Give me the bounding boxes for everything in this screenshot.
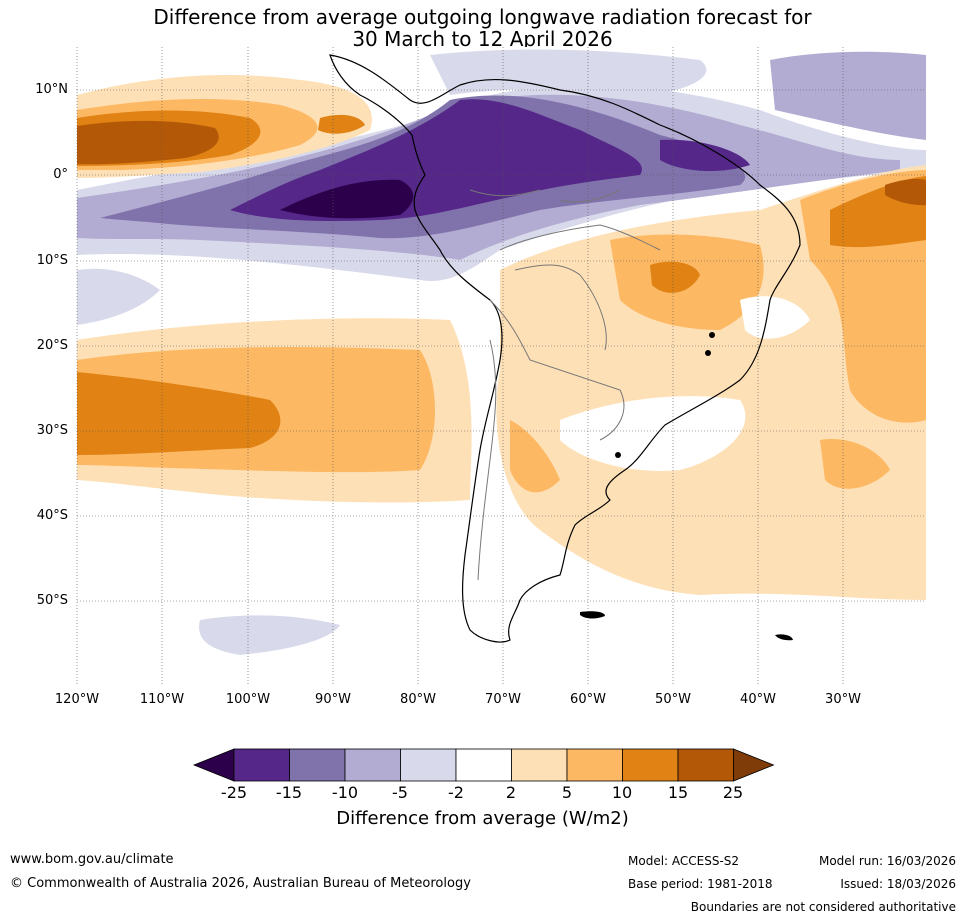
map-title-line1: Difference from average outgoing longwav…	[153, 5, 812, 29]
lon-label: 120°W	[54, 692, 100, 707]
colorbar-segment	[511, 748, 568, 782]
colorbar-tick: -25	[220, 783, 248, 802]
base-period: Base period: 1981-2018	[628, 877, 773, 891]
lon-label: 50°W	[655, 692, 691, 707]
negative-anomaly-region	[430, 49, 707, 95]
positive-anomaly-region	[650, 261, 700, 293]
colorbar-tick: 5	[561, 783, 573, 802]
colorbar-tick: 2	[505, 783, 517, 802]
colorbar-tick: -15	[275, 783, 303, 802]
positive-anomaly-region	[318, 114, 365, 134]
islands	[580, 332, 793, 641]
colorbar-tick: 15	[667, 783, 689, 802]
lat-label: 0°	[53, 167, 68, 182]
colorbar-arrow-high	[733, 748, 775, 782]
issued-date: Issued: 18/03/2026	[840, 877, 956, 891]
neutral-region	[560, 396, 746, 471]
colorbar-label: Difference from average (W/m2)	[336, 808, 629, 829]
colorbar-segment	[566, 748, 623, 782]
negative-anomaly-region	[199, 615, 340, 655]
positive-anomaly-region	[820, 439, 890, 489]
anomaly-field	[77, 47, 926, 685]
negative-anomaly-region	[660, 139, 750, 172]
lon-label: 80°W	[400, 692, 436, 707]
negative-anomaly-region	[770, 51, 926, 140]
colorbar-segment	[622, 748, 679, 782]
graticule	[76, 47, 926, 685]
colorbar-tick: -10	[331, 783, 359, 802]
model-run-date: Model run: 16/03/2026	[818, 854, 956, 868]
lat-label: 40°S	[36, 508, 68, 523]
lon-label: 90°W	[315, 692, 351, 707]
lon-label: 30°W	[825, 692, 861, 707]
colorbar-segment	[289, 748, 346, 782]
colorbar-segment	[400, 748, 457, 782]
lat-label: 50°S	[36, 593, 68, 608]
positive-anomaly-region	[885, 178, 926, 206]
colorbar-arrow-low	[192, 748, 235, 782]
copyright-notice: © Commonwealth of Australia 2026, Austra…	[10, 876, 471, 891]
colorbar-tick: -5	[392, 783, 408, 802]
lon-label: 60°W	[570, 692, 606, 707]
lat-label: 30°S	[36, 423, 68, 438]
colorbar	[192, 748, 775, 782]
lon-label: 40°W	[740, 692, 776, 707]
boundary-disclaimer: Boundaries are not considered authoritat…	[690, 900, 956, 914]
lat-label: 10°S	[36, 253, 68, 268]
lon-label: 100°W	[225, 692, 271, 707]
bom-url-link[interactable]: www.bom.gov.au/climate	[10, 852, 174, 867]
positive-anomaly-region	[510, 420, 560, 493]
lon-label: 110°W	[139, 692, 185, 707]
model-name: Model: ACCESS-S2	[628, 854, 740, 868]
negative-anomaly-region	[280, 179, 414, 219]
country-borders	[469, 189, 661, 581]
south-america-coastline	[329, 54, 801, 643]
colorbar-segment	[677, 748, 734, 782]
positive-anomaly-region	[496, 165, 926, 600]
colorbar-tick: 25	[722, 783, 744, 802]
colorbar-segment	[233, 748, 290, 782]
map-title-line2: 30 March to 12 April 2026	[352, 27, 613, 51]
colorbar-segment	[344, 748, 401, 782]
lat-label: 20°S	[36, 338, 68, 353]
negative-anomaly-region	[77, 268, 160, 325]
positive-anomaly-region	[77, 372, 281, 455]
neutral-region	[740, 296, 810, 339]
colorbar-tick: 10	[611, 783, 633, 802]
colorbar-segment	[455, 748, 512, 782]
positive-anomaly-region	[77, 120, 219, 165]
lat-label: 10°N	[35, 82, 68, 97]
lon-label: 70°W	[485, 692, 521, 707]
colorbar-tick: -2	[448, 783, 464, 802]
